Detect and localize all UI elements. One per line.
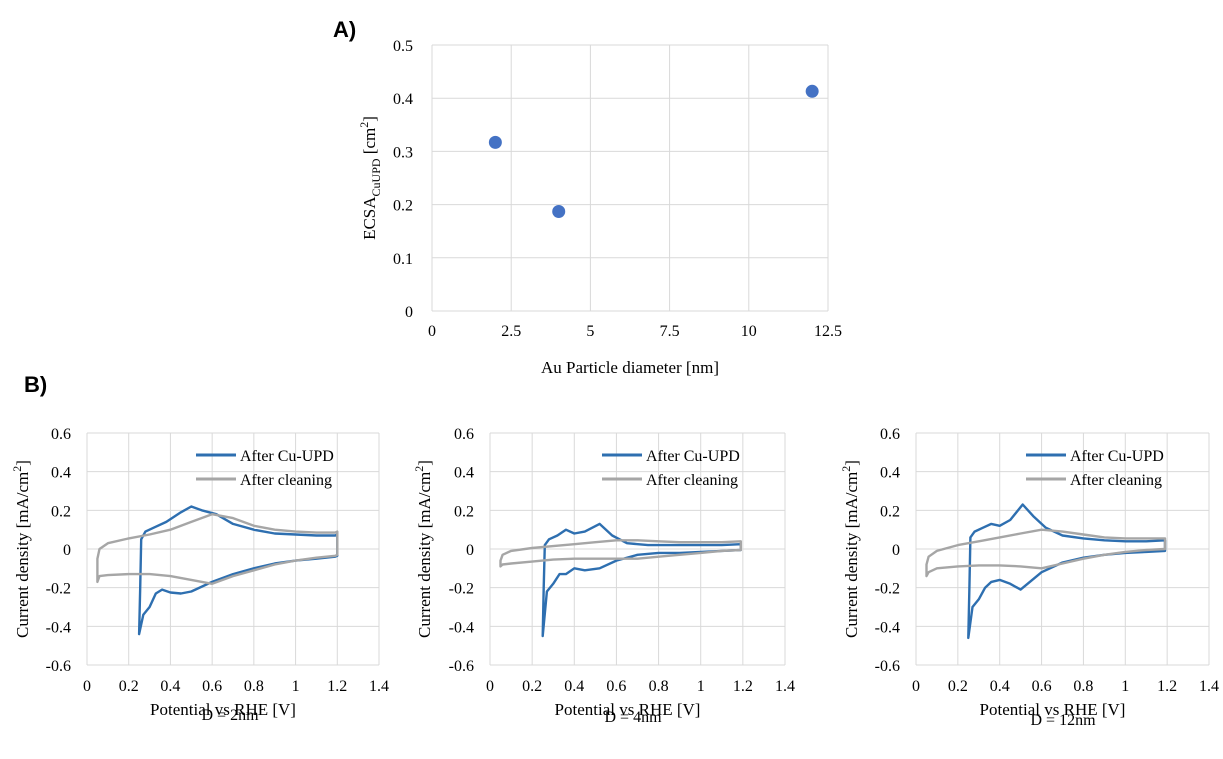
x-tick-label: 0.8: [244, 678, 264, 695]
x-tick-label: 7.5: [660, 323, 680, 340]
x-tick-label: 0: [83, 678, 91, 695]
legend-label: After Cu-UPD: [646, 448, 740, 465]
x-tick-label: 2.5: [501, 323, 521, 340]
x-tick-label: 0.2: [119, 678, 139, 695]
x-tick-label: 1.2: [327, 678, 347, 695]
y-tick-label: -0.4: [875, 619, 900, 636]
x-axis-title: Potential vs RHE [V]: [150, 700, 296, 719]
y-tick-label: -0.6: [875, 658, 900, 675]
y-tick-label: -0.4: [46, 619, 71, 636]
y-tick-label: 0.4: [880, 465, 900, 482]
y-tick-label: 0: [466, 542, 474, 559]
y-tick-label: 0.4: [393, 91, 413, 108]
x-axis-title: Potential vs RHE [V]: [980, 700, 1126, 719]
y-tick-label: 0.2: [51, 503, 71, 520]
y-tick-label: -0.4: [449, 619, 474, 636]
x-tick-label: 1.2: [733, 678, 753, 695]
legend-label: After Cu-UPD: [240, 448, 334, 465]
x-tick-label: 0.4: [564, 678, 584, 695]
x-tick-label: 0.6: [606, 678, 626, 695]
y-tick-label: 0.2: [393, 198, 413, 215]
x-tick-label: 0.4: [160, 678, 180, 695]
x-tick-label: 0: [486, 678, 494, 695]
data-point: [805, 84, 819, 98]
x-tick-label: 0.4: [990, 678, 1010, 695]
y-tick-label: -0.2: [46, 581, 71, 598]
x-tick-label: 10: [741, 323, 757, 340]
legend-label: After Cu-UPD: [1070, 448, 1164, 465]
y-tick-label: 0.2: [454, 503, 474, 520]
chart-caption: D = 4nm: [604, 709, 662, 726]
x-tick-label: 5: [586, 323, 594, 340]
data-point: [488, 135, 502, 149]
y-tick-label: 0: [63, 542, 71, 559]
y-tick-label: 0.6: [51, 426, 71, 443]
y-tick-label: -0.2: [875, 581, 900, 598]
x-tick-label: 12.5: [814, 323, 842, 340]
panel-label-a: A): [333, 17, 356, 42]
x-tick-label: 0: [428, 323, 436, 340]
series-line-after-cleaning: [499, 539, 742, 568]
y-tick-label: -0.6: [449, 658, 474, 675]
y-tick-label: 0: [892, 542, 900, 559]
x-tick-label: 1: [1121, 678, 1129, 695]
y-tick-label: 0.5: [393, 38, 413, 55]
x-tick-label: 1.2: [1157, 678, 1177, 695]
y-axis-title: ECSACuUPD [cm2]: [357, 116, 383, 240]
x-tick-label: 0.6: [202, 678, 222, 695]
x-tick-label: 0.8: [649, 678, 669, 695]
y-tick-label: 0.4: [454, 465, 474, 482]
y-tick-label: 0.1: [393, 251, 413, 268]
series-line-after-cu-upd: [137, 505, 339, 636]
y-tick-label: 0.6: [454, 426, 474, 443]
y-tick-label: 0.3: [393, 144, 413, 161]
data-point: [552, 205, 566, 219]
panel-label-b: B): [24, 372, 47, 397]
cv-chart-12nm: -0.6 -0.4 -0.2 0 0.2 0.4 0.6 0 0.2 0.4 0.6 0.8 1 1.2 1…: [839, 426, 1219, 729]
y-axis-title: Current density [mA/cm2]: [10, 460, 32, 638]
x-axis-title: Au Particle diameter [nm]: [541, 358, 719, 377]
x-tick-label: 0.2: [522, 678, 542, 695]
x-tick-label: 1.4: [775, 678, 795, 695]
y-tick-label: 0: [405, 304, 413, 321]
scatter-chart-ecsa: 0 2.5 5 7.5 10 12.5 0 0.1 0.2 0.3 0.4 0.5 Au Particl…: [357, 38, 842, 377]
x-tick-label: 0.6: [1032, 678, 1052, 695]
y-tick-label: 0.2: [880, 503, 900, 520]
cv-chart-2nm: -0.6 -0.4 -0.2 0 0.2 0.4 0.6 0 0.2 0.4 0.6 0.8 1 1.2 1…: [10, 426, 389, 724]
legend-label: After cleaning: [1070, 472, 1162, 489]
y-axis-title: Current density [mA/cm2]: [839, 460, 861, 638]
series-line-after-cu-upd: [967, 503, 1167, 640]
legend-label: After cleaning: [646, 472, 738, 489]
cv-chart-4nm: -0.6 -0.4 -0.2 0 0.2 0.4 0.6 0 0.2 0.4 0.6 0.8 1 1.2 1…: [412, 426, 795, 726]
x-tick-label: 1.4: [1199, 678, 1219, 695]
series-line-after-cleaning: [96, 513, 339, 585]
x-tick-label: 0: [912, 678, 920, 695]
x-tick-label: 1: [292, 678, 300, 695]
chart-caption: D = 12nm: [1030, 712, 1096, 729]
y-tick-label: -0.6: [46, 658, 71, 675]
x-tick-label: 1.4: [369, 678, 389, 695]
y-tick-label: -0.2: [449, 581, 474, 598]
chart-caption: D = 2nm: [201, 707, 259, 724]
x-tick-label: 0.2: [948, 678, 968, 695]
x-tick-label: 1: [697, 678, 705, 695]
y-tick-label: 0.4: [51, 465, 71, 482]
x-axis-title: Potential vs RHE [V]: [555, 700, 701, 719]
y-axis-title: Current density [mA/cm2]: [412, 460, 434, 638]
series-line-after-cleaning: [925, 528, 1167, 578]
legend-label: After cleaning: [240, 472, 332, 489]
y-tick-label: 0.6: [880, 426, 900, 443]
x-tick-label: 0.8: [1073, 678, 1093, 695]
